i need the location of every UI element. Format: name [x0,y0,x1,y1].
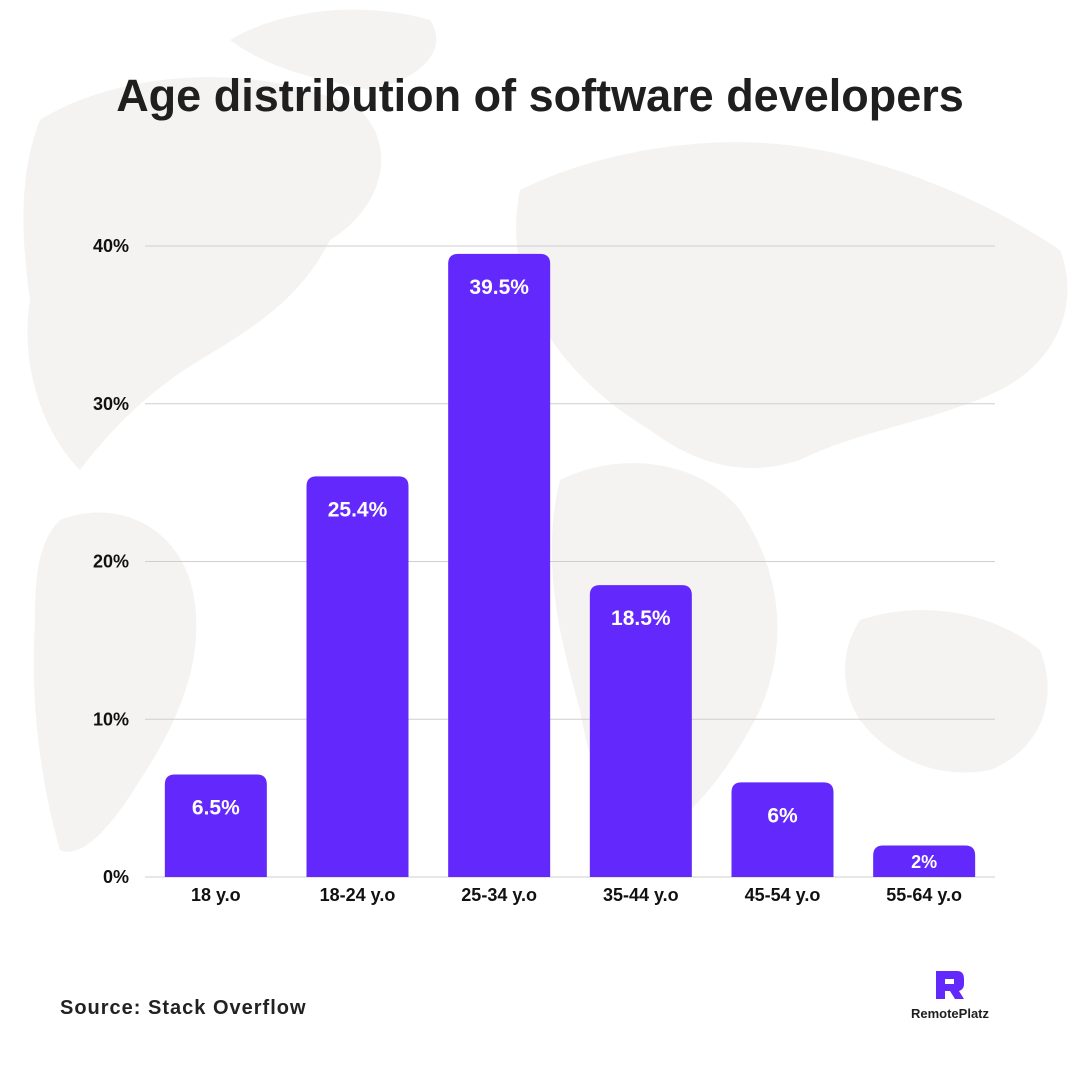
x-tick-label: 18 y.o [191,885,241,905]
x-tick-label: 35-44 y.o [603,885,679,905]
bar-value-label: 25.4% [328,498,388,521]
chart-title: Age distribution of software developers [116,70,964,121]
bar [306,476,409,877]
remoteplatz-logo-icon [936,971,964,999]
bars: 6.5% 25.4% 39.5% 18.5% 6% 2% [164,253,976,877]
y-tick-label: 0% [103,867,129,887]
gridlines [145,245,995,878]
bar-value-label: 39.5% [469,276,529,299]
brand-logo[interactable]: RemotePlatz [880,968,1020,1021]
bar-value-label: 18.5% [611,607,671,630]
x-axis-labels: 18 y.o 18-24 y.o 25-34 y.o 35-44 y.o 45-54 y… [191,885,962,905]
x-tick-label: 55-64 y.o [886,885,962,905]
bar-value-label: 6.5% [192,796,240,819]
bar-value-label: 2% [911,852,937,872]
x-tick-label: 45-54 y.o [745,885,821,905]
x-tick-label: 25-34 y.o [461,885,537,905]
bar [589,585,692,877]
y-tick-label: 40% [93,236,129,256]
y-tick-label: 20% [93,552,129,572]
x-tick-label: 18-24 y.o [320,885,396,905]
brand-name: RemotePlatz [910,1006,990,1021]
bar [873,845,976,877]
y-axis-ticks: 0% 10% 20% 30% 40% [93,236,129,887]
bar [731,782,834,877]
bar-value-label: 6% [767,804,798,827]
y-tick-label: 10% [93,709,129,729]
bar [448,253,551,877]
source-note: Source: Stack Overflow [60,997,307,1019]
y-tick-label: 30% [93,394,129,414]
bar [164,774,267,877]
